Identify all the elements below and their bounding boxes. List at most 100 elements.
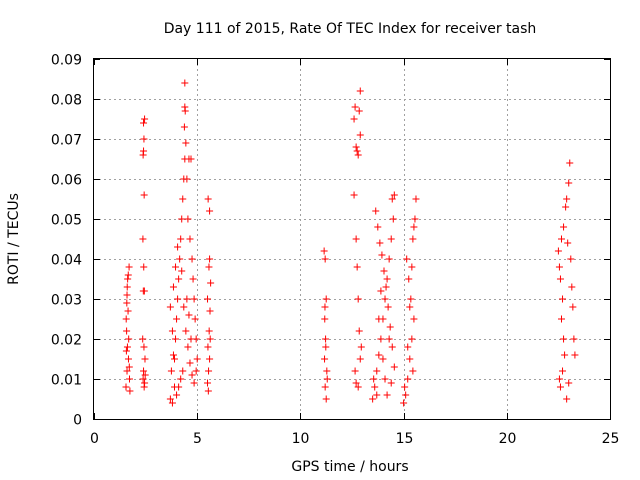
data-point bbox=[204, 379, 212, 387]
data-point bbox=[123, 343, 131, 351]
data-point bbox=[561, 351, 569, 359]
data-point bbox=[174, 243, 182, 251]
data-point bbox=[354, 383, 362, 391]
data-point bbox=[175, 383, 183, 391]
data-point bbox=[181, 79, 189, 87]
data-point bbox=[188, 371, 196, 379]
data-point bbox=[557, 315, 565, 323]
data-point bbox=[206, 307, 214, 315]
data-point bbox=[183, 295, 191, 303]
chart-title: Day 111 of 2015, Rate Of TEC Index for r… bbox=[164, 21, 537, 37]
data-point bbox=[141, 355, 149, 363]
data-point bbox=[172, 263, 180, 271]
x-tick-label: 15 bbox=[396, 431, 414, 447]
data-point bbox=[175, 275, 183, 283]
data-point bbox=[124, 307, 132, 315]
data-point bbox=[126, 387, 134, 395]
data-point bbox=[406, 303, 414, 311]
data-point bbox=[140, 147, 148, 155]
data-point bbox=[191, 315, 199, 323]
data-point bbox=[571, 351, 579, 359]
data-point bbox=[139, 235, 147, 243]
data-point bbox=[356, 355, 364, 363]
data-point bbox=[354, 295, 362, 303]
data-point bbox=[323, 375, 331, 383]
data-point bbox=[381, 295, 389, 303]
data-point bbox=[124, 355, 132, 363]
data-point bbox=[140, 135, 148, 143]
axis-ticks: 0 5 10 15 20 25 0 0.01 0.02 0.03 0.04 0.05 0.06 0.07 0… bbox=[51, 53, 620, 448]
data-point bbox=[186, 235, 194, 243]
data-point bbox=[383, 275, 391, 283]
data-point bbox=[560, 335, 568, 343]
data-point bbox=[354, 151, 362, 159]
data-point bbox=[321, 355, 329, 363]
data-point bbox=[385, 335, 393, 343]
data-point bbox=[566, 159, 574, 167]
data-point bbox=[353, 147, 361, 155]
data-point bbox=[140, 367, 148, 375]
y-tick-label: 0.09 bbox=[51, 53, 82, 69]
data-points bbox=[122, 79, 579, 407]
x-tick-label: 10 bbox=[292, 431, 310, 447]
data-point bbox=[204, 343, 212, 351]
data-point bbox=[166, 303, 174, 311]
data-point bbox=[554, 247, 562, 255]
data-point bbox=[125, 263, 133, 271]
data-point bbox=[555, 263, 563, 271]
data-point bbox=[357, 343, 365, 351]
data-point bbox=[141, 115, 149, 123]
data-point bbox=[123, 299, 131, 307]
data-point bbox=[140, 263, 148, 271]
data-point bbox=[410, 315, 418, 323]
data-point bbox=[386, 323, 394, 331]
data-point bbox=[125, 363, 133, 371]
data-point bbox=[388, 343, 396, 351]
data-point bbox=[351, 367, 359, 375]
x-tick-label: 20 bbox=[499, 431, 517, 447]
data-point bbox=[384, 303, 392, 311]
data-point bbox=[557, 235, 565, 243]
data-point bbox=[205, 367, 213, 375]
data-point bbox=[124, 275, 132, 283]
data-point bbox=[370, 375, 378, 383]
data-point bbox=[186, 359, 194, 367]
y-tick-label: 0 bbox=[73, 413, 82, 429]
data-point bbox=[177, 235, 185, 243]
data-point bbox=[565, 179, 573, 187]
data-point bbox=[174, 295, 182, 303]
data-point bbox=[193, 355, 201, 363]
data-point bbox=[355, 107, 363, 115]
data-point bbox=[373, 367, 381, 375]
data-point bbox=[206, 255, 214, 263]
data-point bbox=[180, 303, 188, 311]
data-point bbox=[207, 279, 215, 287]
data-point bbox=[124, 271, 132, 279]
data-point bbox=[168, 327, 176, 335]
data-point bbox=[350, 191, 358, 199]
data-point bbox=[352, 143, 360, 151]
data-point bbox=[405, 275, 413, 283]
data-point bbox=[122, 383, 130, 391]
data-point bbox=[374, 223, 382, 231]
data-point bbox=[168, 399, 176, 407]
data-point bbox=[322, 295, 330, 303]
data-point bbox=[187, 335, 195, 343]
data-point bbox=[387, 235, 395, 243]
data-point bbox=[192, 367, 200, 375]
data-point bbox=[407, 295, 415, 303]
data-point bbox=[140, 383, 148, 391]
data-point bbox=[204, 387, 212, 395]
data-point bbox=[371, 383, 379, 391]
data-point bbox=[321, 315, 329, 323]
data-point bbox=[556, 275, 564, 283]
data-point bbox=[376, 239, 384, 247]
data-point bbox=[322, 335, 330, 343]
data-point bbox=[373, 391, 381, 399]
data-point bbox=[352, 235, 360, 243]
data-point bbox=[565, 379, 573, 387]
data-point bbox=[567, 255, 575, 263]
data-point bbox=[205, 263, 213, 271]
data-point bbox=[173, 391, 181, 399]
